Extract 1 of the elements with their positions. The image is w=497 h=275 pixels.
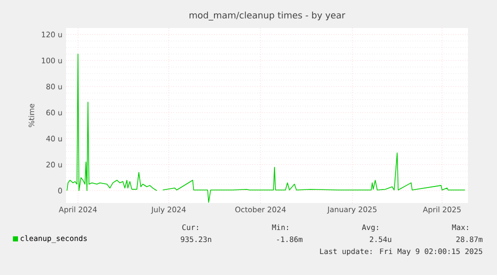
chart-title: mod_mam/cleanup times - by year — [190, 12, 346, 20]
